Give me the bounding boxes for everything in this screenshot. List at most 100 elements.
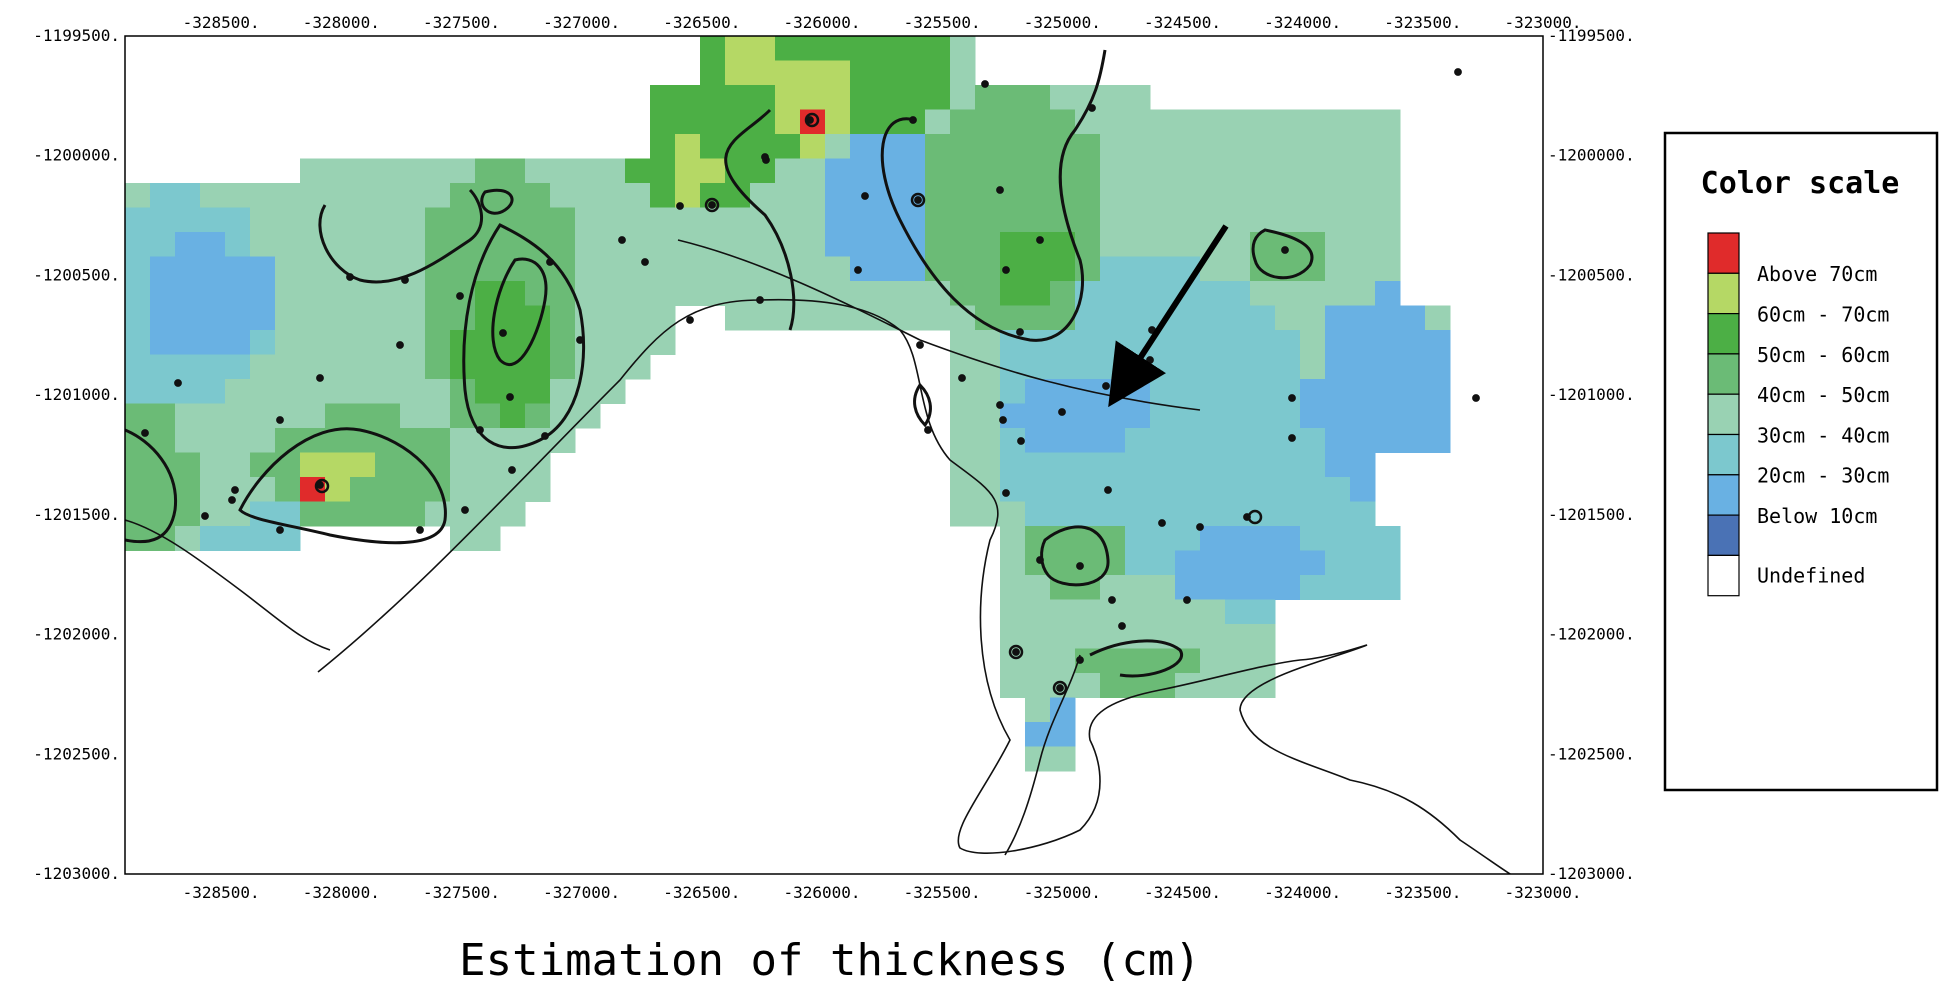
map-cell — [775, 183, 801, 208]
map-cell — [750, 36, 776, 61]
map-cell — [775, 109, 801, 135]
map-cell — [975, 379, 1001, 404]
coastline-peninsula — [1004, 654, 1081, 856]
map-cell — [175, 207, 201, 233]
map-cell — [375, 158, 401, 184]
map-cell — [1025, 673, 1051, 698]
map-cell — [1200, 354, 1226, 380]
map-cell — [1050, 281, 1076, 306]
map-cell — [1350, 281, 1376, 306]
map-cell — [1400, 354, 1426, 380]
map-cell — [800, 305, 826, 331]
map-cell — [675, 134, 701, 159]
map-cell — [775, 158, 801, 184]
map-cell — [1350, 452, 1376, 478]
map-cell — [900, 256, 926, 282]
sample-point — [924, 426, 932, 434]
map-cell — [825, 256, 851, 282]
map-cell — [925, 158, 951, 184]
map-cell — [725, 256, 751, 282]
map-cell — [1325, 207, 1351, 233]
map-cell — [250, 330, 276, 355]
sample-point — [996, 186, 1004, 194]
map-cell — [300, 501, 326, 527]
y-tick-label: -1199500. — [33, 26, 120, 45]
map-cell — [1125, 183, 1151, 208]
map-cell — [650, 85, 676, 110]
map-cell — [950, 477, 976, 502]
map-cell — [450, 477, 476, 502]
map-cell — [875, 281, 901, 306]
map-cell — [1150, 575, 1176, 600]
map-cell — [1200, 403, 1226, 429]
map-cell — [125, 330, 151, 355]
map-cell — [325, 403, 351, 429]
map-cell — [400, 477, 426, 502]
map-cell — [1025, 624, 1051, 649]
map-cell — [875, 134, 901, 159]
map-cell — [1175, 109, 1201, 135]
map-cell — [900, 281, 926, 306]
map-cell — [750, 85, 776, 110]
map-cell — [350, 207, 376, 233]
map-cell — [1050, 207, 1076, 233]
map-cell — [225, 354, 251, 380]
map-cell — [1025, 232, 1051, 257]
x-tick-label: -325500. — [904, 13, 981, 32]
map-cell — [500, 379, 526, 404]
y-axis-left: -1199500. -1200000. -1200500. -1201000. -120… — [33, 26, 120, 883]
map-cell — [850, 85, 876, 110]
map-cell — [850, 232, 876, 257]
map-cell — [1075, 158, 1101, 184]
map-cell — [450, 379, 476, 404]
map-cell — [825, 109, 851, 135]
sample-point — [804, 112, 820, 128]
map-cell — [1225, 575, 1251, 600]
map-cell — [1275, 183, 1301, 208]
map-cell — [950, 330, 976, 355]
map-cell — [825, 158, 851, 184]
map-cell — [950, 305, 976, 331]
map-cell — [1250, 305, 1276, 331]
sample-point — [416, 526, 424, 534]
map-cell — [1100, 477, 1126, 502]
map-cell — [1400, 305, 1426, 331]
map-cell — [400, 305, 426, 331]
x-tick-label: -325000. — [1024, 13, 1101, 32]
map-cell — [1125, 232, 1151, 257]
map-cell — [825, 207, 851, 233]
map-cell — [1375, 354, 1401, 380]
map-cell — [1175, 207, 1201, 233]
sample-point — [201, 512, 209, 520]
map-cell — [1275, 575, 1301, 600]
sample-point — [1183, 596, 1191, 604]
map-cell — [575, 403, 601, 429]
map-cell — [800, 158, 826, 184]
map-cell — [1250, 134, 1276, 159]
map-cell — [275, 330, 301, 355]
map-cell — [325, 452, 351, 478]
sample-point — [854, 266, 862, 274]
map-cell — [350, 354, 376, 380]
map-cell — [225, 403, 251, 429]
map-cell — [500, 183, 526, 208]
map-cell — [725, 232, 751, 257]
legend-swatch — [1707, 272, 1740, 315]
map-cell — [575, 281, 601, 306]
map-cell — [1250, 158, 1276, 184]
sample-point — [641, 258, 649, 266]
sample-point — [1196, 523, 1204, 531]
map-cell — [400, 183, 426, 208]
sample-point — [1008, 644, 1024, 660]
map-cell — [1300, 452, 1326, 478]
sample-point — [1088, 104, 1096, 112]
map-cell — [125, 183, 151, 208]
map-cell — [775, 60, 801, 86]
map-cell — [525, 354, 551, 380]
map-cell — [675, 256, 701, 282]
map-cell — [825, 36, 851, 61]
map-cell — [1000, 207, 1026, 233]
map-cell — [1275, 452, 1301, 478]
map-cell — [125, 452, 151, 478]
map-cell — [675, 207, 701, 233]
